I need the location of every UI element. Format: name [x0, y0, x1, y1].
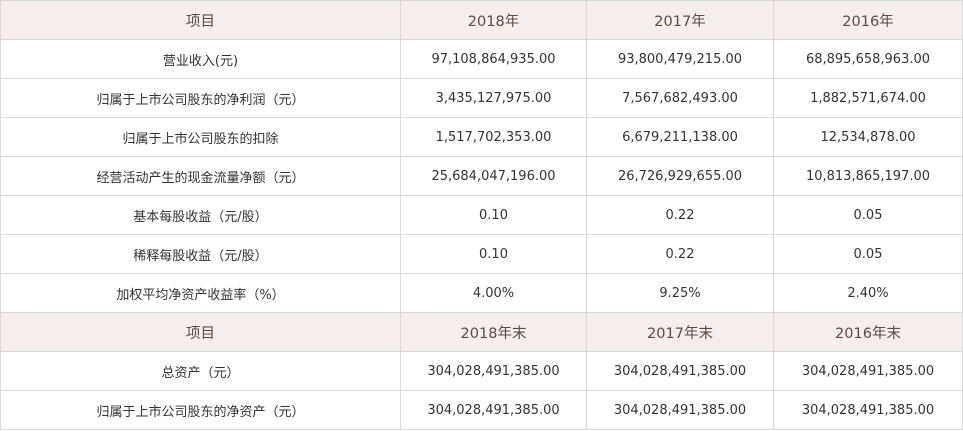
- row-label: 总资产（元）: [0, 351, 401, 391]
- value-2018: 25,684,047,196.00: [400, 156, 587, 196]
- value-2017: 93,800,479,215.00: [586, 39, 774, 79]
- row-label: 归属于上市公司股东的扣除: [0, 117, 401, 157]
- value-2018: 97,108,864,935.00: [400, 39, 587, 79]
- table-row-basic-eps: 基本每股收益（元/股） 0.10 0.22 0.05: [0, 195, 963, 235]
- header-cell-item: 项目: [0, 0, 401, 40]
- header-row-year-end: 项目 2018年末 2017年末 2016年末: [0, 312, 963, 352]
- value-2017: 26,726,929,655.00: [586, 156, 774, 196]
- value-2018: 0.10: [400, 195, 587, 235]
- value-2018: 1,517,702,353.00: [400, 117, 587, 157]
- value-2016: 2.40%: [773, 273, 963, 313]
- value-2016: 12,534,878.00: [773, 117, 963, 157]
- row-label: 基本每股收益（元/股）: [0, 195, 401, 235]
- row-label: 经营活动产生的现金流量净额（元）: [0, 156, 401, 196]
- value-2018-end: 304,028,491,385.00: [400, 390, 587, 430]
- value-2017: 0.22: [586, 234, 774, 274]
- value-2016: 1,882,571,674.00: [773, 78, 963, 118]
- value-2017: 7,567,682,493.00: [586, 78, 774, 118]
- header-cell-2017-end: 2017年末: [586, 312, 774, 352]
- value-2016: 0.05: [773, 234, 963, 274]
- value-2016-end: 304,028,491,385.00: [773, 390, 963, 430]
- row-label: 营业收入(元): [0, 39, 401, 79]
- table-row-total-assets: 总资产（元） 304,028,491,385.00 304,028,491,38…: [0, 351, 963, 391]
- value-2017-end: 304,028,491,385.00: [586, 390, 774, 430]
- table-row-operating-cash-flow: 经营活动产生的现金流量净额（元） 25,684,047,196.00 26,72…: [0, 156, 963, 196]
- value-2018: 3,435,127,975.00: [400, 78, 587, 118]
- value-2018-end: 304,028,491,385.00: [400, 351, 587, 391]
- table-row-net-assets: 归属于上市公司股东的净资产（元） 304,028,491,385.00 304,…: [0, 390, 963, 430]
- value-2017: 9.25%: [586, 273, 774, 313]
- value-2016-end: 304,028,491,385.00: [773, 351, 963, 391]
- table-row-net-profit: 归属于上市公司股东的净利润（元） 3,435,127,975.00 7,567,…: [0, 78, 963, 118]
- header-cell-2018: 2018年: [400, 0, 587, 40]
- value-2016: 68,895,658,963.00: [773, 39, 963, 79]
- table-row-net-profit-deducted: 归属于上市公司股东的扣除 1,517,702,353.00 6,679,211,…: [0, 117, 963, 157]
- value-2016: 0.05: [773, 195, 963, 235]
- value-2017: 0.22: [586, 195, 774, 235]
- header-row-annual: 项目 2018年 2017年 2016年: [0, 0, 963, 40]
- table-row-revenue: 营业收入(元) 97,108,864,935.00 93,800,479,215…: [0, 39, 963, 79]
- row-label: 归属于上市公司股东的净利润（元）: [0, 78, 401, 118]
- row-label: 归属于上市公司股东的净资产（元）: [0, 390, 401, 430]
- header-cell-2016-end: 2016年末: [773, 312, 963, 352]
- value-2017: 6,679,211,138.00: [586, 117, 774, 157]
- value-2016: 10,813,865,197.00: [773, 156, 963, 196]
- row-label: 稀释每股收益（元/股）: [0, 234, 401, 274]
- value-2017-end: 304,028,491,385.00: [586, 351, 774, 391]
- header-cell-2018-end: 2018年末: [400, 312, 587, 352]
- value-2018: 0.10: [400, 234, 587, 274]
- table-row-roe: 加权平均净资产收益率（%） 4.00% 9.25% 2.40%: [0, 273, 963, 313]
- header-cell-item: 项目: [0, 312, 401, 352]
- row-label: 加权平均净资产收益率（%）: [0, 273, 401, 313]
- header-cell-2016: 2016年: [773, 0, 963, 40]
- value-2018: 4.00%: [400, 273, 587, 313]
- table-row-diluted-eps: 稀释每股收益（元/股） 0.10 0.22 0.05: [0, 234, 963, 274]
- header-cell-2017: 2017年: [586, 0, 774, 40]
